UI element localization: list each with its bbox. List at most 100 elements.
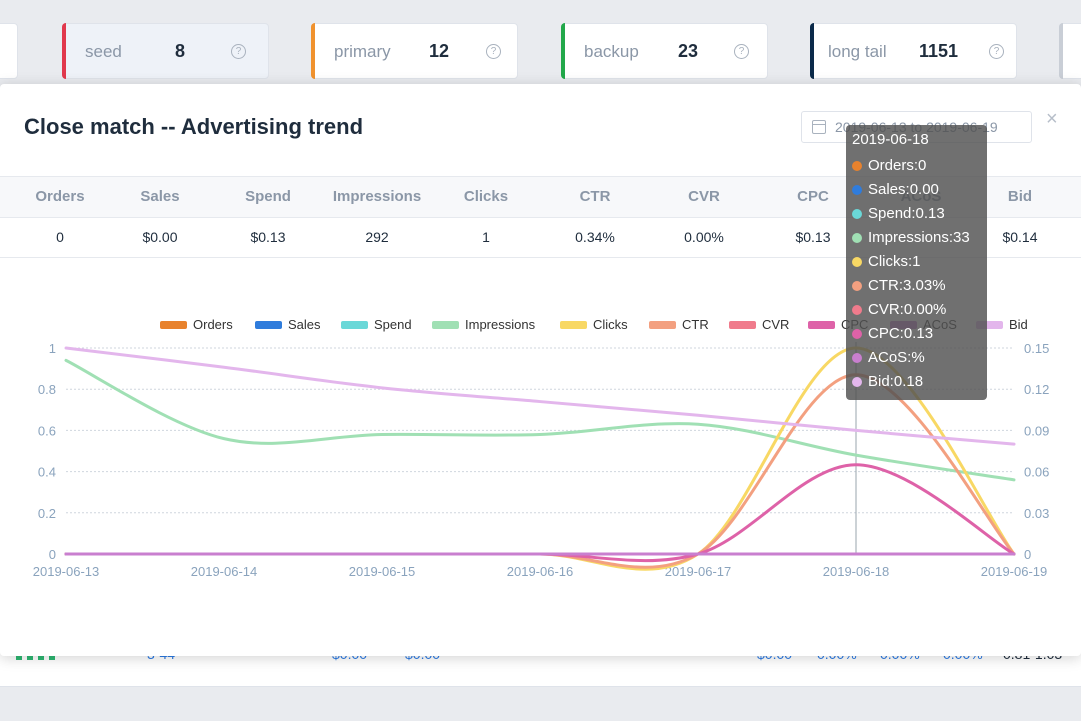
x-tick-label: 2019-06-18 [823,564,890,579]
y-right-tick-label: 0 [1024,547,1031,562]
x-tick-label: 2019-06-14 [191,564,258,579]
legend-label: CTR [682,317,709,332]
stat-card-accent [810,23,814,79]
stat-card-long-tail[interactable]: long tail 1151 ? [810,23,1017,79]
legend-swatch [160,320,187,329]
stat-card-partial [0,23,18,79]
series-dot-icon [852,184,862,195]
stat-card-value: 1151 [919,41,959,61]
series-dot-icon [852,208,862,219]
help-icon[interactable]: ? [989,44,1004,59]
column-header-ctr[interactable]: CTR [579,188,611,205]
legend-label: Spend [374,317,412,332]
column-header-clicks[interactable]: Clicks [463,188,509,205]
series-dot-icon [852,376,862,387]
stat-card-accent [1059,23,1063,79]
table-cell: 0.34% [575,229,615,245]
tooltip-row: CVR:0.00% [852,301,946,318]
x-tick-label: 2019-06-13 [33,564,100,579]
stat-card-accent [561,23,565,79]
stat-card-accent [311,23,315,79]
table-cell: $0.00 [142,229,178,245]
stat-card-partial-right [1059,23,1081,79]
y-right-tick-label: 0.15 [1024,341,1049,356]
y-left-tick-label: 0.6 [38,423,56,438]
legend-item-spend[interactable]: Spend [341,317,412,332]
tooltip-row: CPC:0.13 [852,325,933,342]
tooltip-value: Impressions:33 [868,229,970,246]
legend-swatch [341,320,368,329]
series-dot-icon [852,328,862,339]
help-icon[interactable]: ? [734,44,749,59]
series-line-impressions [64,358,1016,482]
legend-label: Impressions [465,317,536,332]
tooltip-row: Clicks:1 [852,253,921,270]
series-line-ctr [64,373,1016,569]
table-row: 0 $0.00 $0.13 292 1 0.34% 0.00% $0.13 $0.14 [0,217,1081,258]
legend-item-sales[interactable]: Sales [255,317,321,332]
tooltip-value: CPC:0.13 [868,325,934,342]
table-cell: 0 [56,229,64,245]
series-line-bid [64,346,1016,446]
y-right-tick-label: 0.12 [1024,382,1049,397]
stat-card-value: 8 [175,41,186,61]
stat-card-label: long tail [828,42,887,61]
stat-card-label: seed [85,42,122,61]
legend-label: Bid [1009,317,1028,332]
legend-swatch [560,320,587,329]
tooltip-row: Orders:0 [852,157,926,174]
legend-swatch [729,320,756,329]
legend-swatch [976,320,1003,329]
y-left-tick-label: 1 [49,341,56,356]
tooltip-value: Orders:0 [868,157,927,174]
legend-item-clicks[interactable]: Clicks [560,317,628,332]
tooltip-row: Impressions:33 [852,229,970,246]
table-cell: 1 [482,229,490,245]
tooltip-date: 2019-06-18 [852,131,929,148]
legend-item-bid[interactable]: Bid [976,317,1028,332]
table-cell: 0.00% [684,229,724,245]
column-header-orders[interactable]: Orders [35,188,85,205]
table-cell: $0.13 [250,229,286,245]
x-tick-label: 2019-06-15 [349,564,416,579]
column-header-cpc[interactable]: CPC [797,188,829,205]
tooltip-value: ACoS:% [868,349,925,366]
legend-item-cvr[interactable]: CVR [729,317,789,332]
series-dot-icon [852,280,862,291]
close-icon[interactable]: × [1046,108,1058,130]
column-header-cvr[interactable]: CVR [688,188,720,205]
stat-card-value: 12 [429,41,450,61]
legend-label: Sales [288,317,321,332]
tooltip-row: CTR:3.03% [852,277,946,294]
tooltip-row: Sales:0.00 [852,181,939,198]
legend-label: Clicks [593,317,628,332]
column-header-impressions[interactable]: Impressions [332,188,422,205]
legend-item-orders[interactable]: Orders [160,317,233,332]
tooltip-value: CVR:0.00% [868,301,947,318]
legend-item-impressions[interactable]: Impressions [432,317,535,332]
column-header-bid[interactable]: Bid [1007,188,1033,205]
legend-swatch [432,320,459,329]
stat-card-value: 23 [678,41,699,61]
x-tick-label: 2019-06-19 [981,564,1048,579]
column-header-spend[interactable]: Spend [245,188,291,205]
y-left-tick-label: 0.2 [38,506,56,521]
tooltip-value: Sales:0.00 [868,181,939,198]
chart-tooltip: 2019-06-18 Orders:0 Sales:0.00 Spend:0.13 I… [846,125,987,400]
column-header-sales[interactable]: Sales [140,188,180,205]
stat-card-backup[interactable]: backup 23 ? [561,23,768,79]
stat-card-primary[interactable]: primary 12 ? [311,23,518,79]
y-right-tick-label: 0.03 [1024,506,1049,521]
legend-label: CVR [762,317,790,332]
series-dot-icon [852,160,862,171]
table-cell: $0.13 [795,229,831,245]
help-icon[interactable]: ? [231,44,246,59]
chart-legend: OrdersSalesSpendImpressionsClicksCTRCVRC… [0,317,1081,335]
y-right-tick-label: 0.06 [1024,465,1049,480]
legend-item-ctr[interactable]: CTR [649,317,709,332]
stat-card-seed[interactable]: seed 8 ? [62,23,269,79]
legend-swatch [255,320,282,329]
help-icon[interactable]: ? [486,44,501,59]
tooltip-row: Bid:0.18 [852,373,923,390]
y-right-tick-label: 0.09 [1024,423,1049,438]
